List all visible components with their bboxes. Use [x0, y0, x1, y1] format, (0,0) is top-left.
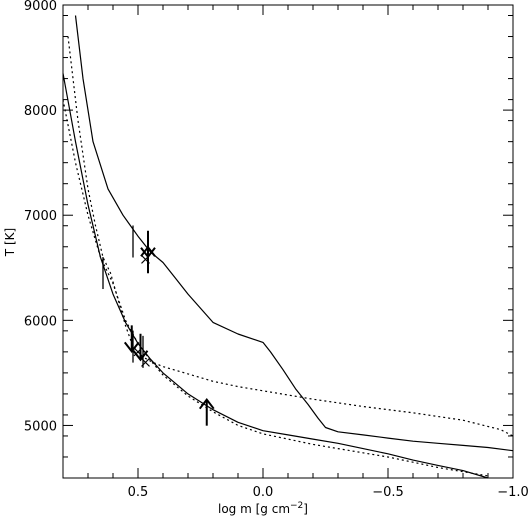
- y-tick-label: 6000: [24, 314, 57, 329]
- y-tick-label: 5000: [24, 419, 57, 434]
- series-line-1: [74, 15, 514, 452]
- plot-frame: [62, 4, 514, 479]
- x-axis-label: log m [g cm−2]: [218, 501, 308, 516]
- marker-arrow-down: [140, 230, 156, 259]
- y-axis-label: T [K]: [3, 228, 17, 257]
- series-line-2: [62, 73, 489, 479]
- x-tick-label: 0.0: [253, 485, 274, 500]
- y-tick-label: 9000: [24, 0, 57, 14]
- arrow-head: [132, 350, 149, 362]
- series-line-4: [62, 99, 489, 477]
- x-tick-label: 0.5: [128, 485, 149, 500]
- arrow-head: [123, 341, 140, 353]
- arrow-head: [198, 398, 215, 410]
- marker-arrow-up: [198, 398, 215, 426]
- ticks-layer: 0.5 0.0 −0.5 −1.0 5000 6000 7000 8000 9000: [24, 0, 528, 500]
- cross-stroke: [141, 357, 150, 367]
- series-line-3: [67, 36, 514, 437]
- arrow-head: [140, 247, 156, 259]
- y-tick-label: 8000: [24, 104, 57, 119]
- marker-arrow-down: [132, 333, 149, 362]
- marker-arrow-down: [123, 325, 140, 353]
- marker-layer: [102, 225, 215, 426]
- marker-cross: [141, 357, 150, 367]
- series-layer: [62, 15, 514, 479]
- x-tick-label: −1.0: [497, 485, 528, 500]
- x-tick-label: −0.5: [372, 485, 404, 500]
- y-tick-label: 7000: [24, 209, 57, 224]
